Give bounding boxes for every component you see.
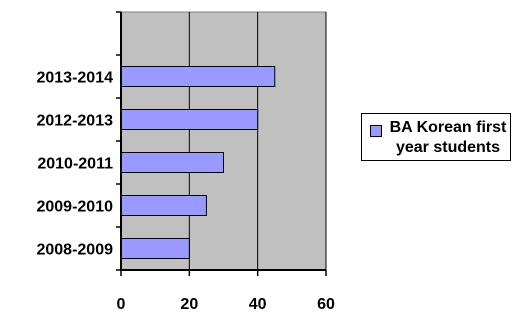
legend-label-line-1: BA Korean first — [389, 119, 507, 136]
bars — [120, 66, 276, 259]
category-label-2013-2014: 2013-2014 — [36, 70, 113, 87]
x-tick-labels: 0 20 40 60 — [117, 296, 335, 313]
category-label-2010-2011: 2010-2011 — [37, 156, 113, 173]
bar-2010-2011 — [120, 152, 224, 173]
category-label-2009-2010: 2009-2010 — [36, 199, 113, 216]
legend: BA Korean first year students — [361, 113, 511, 161]
bar-2013-2014 — [120, 66, 276, 87]
x-tick-label-20: 20 — [180, 296, 198, 313]
x-tick-label-60: 60 — [317, 296, 335, 313]
bar-2008-2009 — [120, 238, 190, 259]
category-label-2012-2013: 2012-2013 — [36, 113, 113, 130]
category-label-2008-2009: 2008-2009 — [36, 242, 113, 259]
legend-swatch — [370, 125, 382, 137]
axes — [116, 11, 327, 276]
category-labels: 2008-2009 2009-2010 2010-2011 2012-2013 2013… — [36, 70, 113, 259]
legend-label: BA Korean first year students — [386, 118, 510, 158]
gridlines — [188, 12, 327, 270]
legend-label-line-2: year students — [395, 139, 501, 156]
x-tick-label-40: 40 — [249, 296, 267, 313]
x-tick-label-0: 0 — [117, 296, 126, 313]
bar-2012-2013 — [120, 109, 259, 130]
plot-area — [120, 11, 327, 271]
bar-2009-2010 — [120, 195, 207, 216]
